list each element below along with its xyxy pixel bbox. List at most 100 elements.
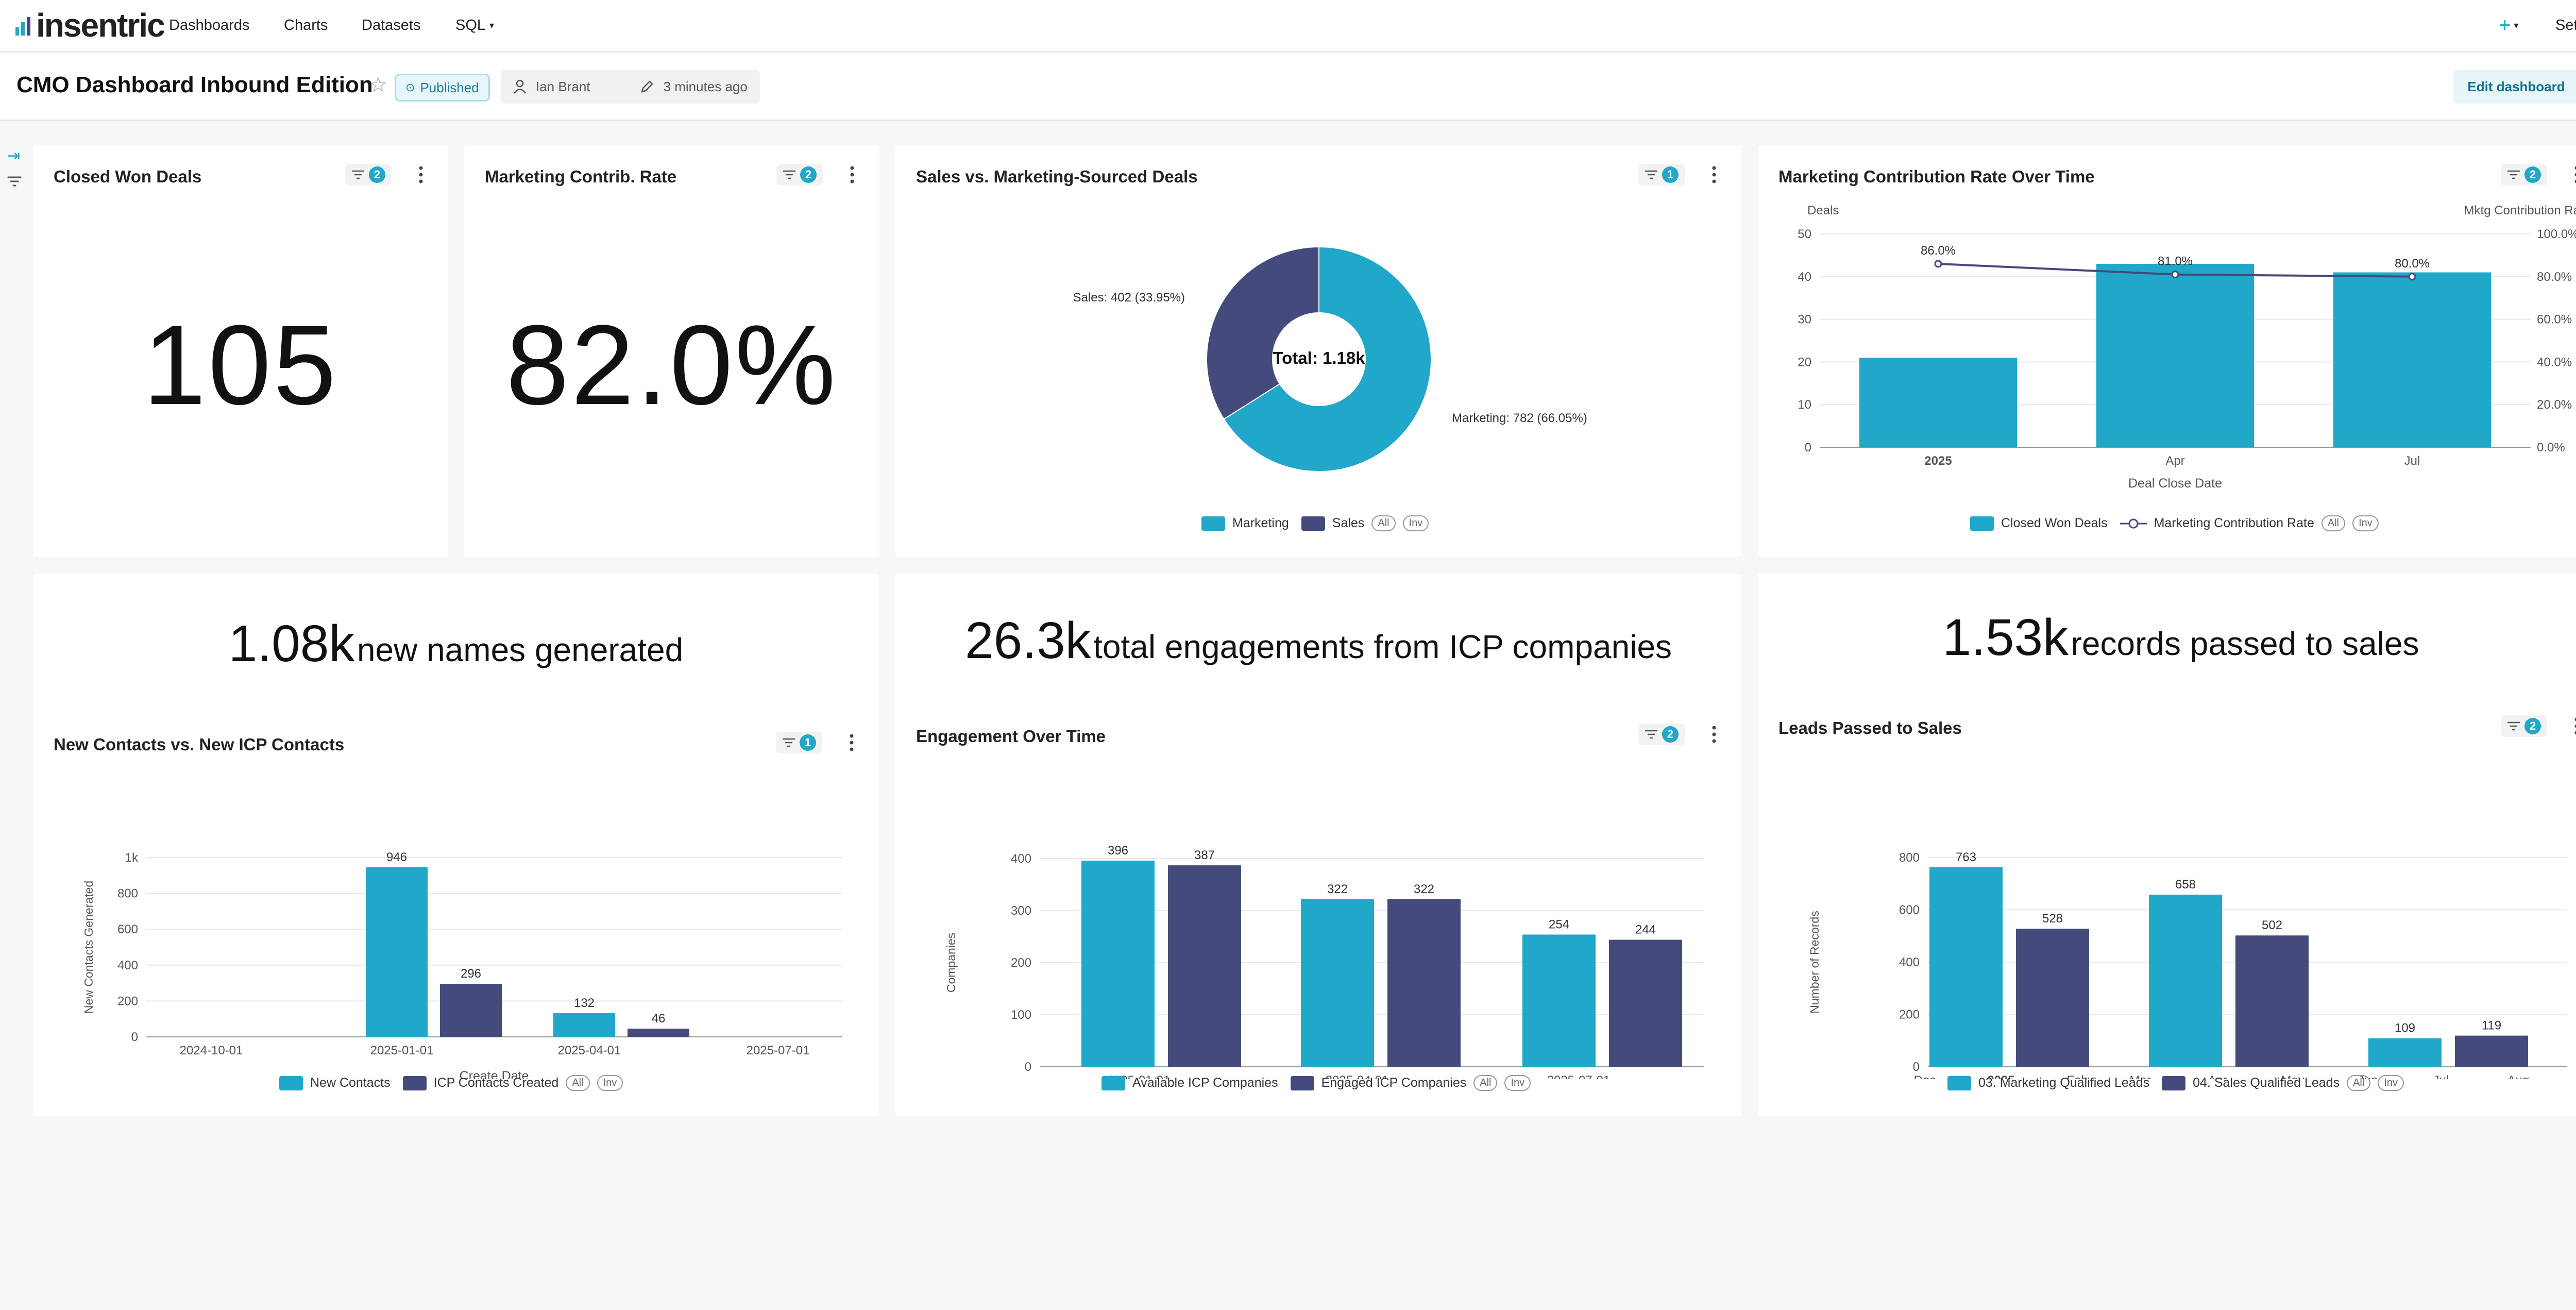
legend-all-toggle[interactable]: All	[1473, 1075, 1498, 1091]
legend-swatch	[2162, 1076, 2186, 1090]
filter-badge[interactable]: 2	[345, 164, 392, 186]
bar	[2455, 1035, 2528, 1067]
status-badge[interactable]: ⊙ Published	[395, 74, 490, 102]
legend-item[interactable]: Marketing Contribution Rate	[2154, 516, 2314, 530]
y-tick-label: 200	[1011, 956, 1031, 970]
legend-item[interactable]: 03. Marketing Qualified Leads	[1978, 1076, 2150, 1090]
owner-name: Ian Brant	[536, 78, 590, 94]
card-closed-won-deals: Closed Won Deals 2 105	[33, 145, 448, 557]
legend-all-toggle[interactable]: All	[566, 1075, 590, 1091]
card-title: Engagement Over Time	[916, 727, 1106, 746]
y-axis-label: New Contacts Generated	[82, 881, 95, 1014]
card-title: Marketing Contribution Rate Over Time	[1778, 167, 2095, 186]
nav-settings[interactable]: Settings ▾	[2555, 0, 2576, 51]
bar	[2096, 263, 2254, 447]
legend-item[interactable]: 04. Sales Qualified Leads	[2193, 1076, 2340, 1090]
legend-invert-toggle[interactable]: Inv	[597, 1075, 623, 1091]
filter-badge[interactable]: 2	[2501, 715, 2547, 737]
x-tick-label: 2025-01-01	[1107, 1073, 1171, 1079]
headline-number: 1.53k	[1942, 609, 2069, 666]
y-tick-label: 400	[1011, 852, 1031, 866]
legend-swatch	[1970, 516, 1994, 531]
bar	[1387, 899, 1461, 1067]
bar-chart: 0 200 400 600 800 1k 946 296 132 46 2024-10-01 2025…	[82, 850, 842, 1079]
status-label: Published	[420, 79, 479, 95]
legend-invert-toggle[interactable]: Inv	[1504, 1075, 1531, 1091]
filter-badge[interactable]: 1	[776, 732, 822, 753]
legend-item[interactable]: Marketing	[1232, 516, 1289, 530]
y-axis-label: Number of Records	[1808, 911, 1821, 1013]
kebab-menu-icon[interactable]	[1706, 724, 1722, 745]
x-tick-label: Jul	[2404, 454, 2420, 468]
y-tick-label: 20	[1798, 355, 1811, 369]
filter-count: 2	[1662, 726, 1679, 743]
filter-badge[interactable]: 1	[1638, 164, 1685, 186]
kebab-menu-icon[interactable]	[844, 164, 860, 186]
bar	[553, 1013, 615, 1037]
data-label: 322	[1327, 882, 1348, 896]
legend-item[interactable]: ICP Contacts Created	[433, 1076, 559, 1090]
legend-all-toggle[interactable]: All	[2347, 1075, 2371, 1091]
x-tick-label: 2025-07-01	[1547, 1073, 1611, 1079]
legend-all-toggle[interactable]: All	[1371, 515, 1396, 531]
legend-invert-toggle[interactable]: Inv	[1402, 515, 1429, 531]
legend-item[interactable]: Closed Won Deals	[2001, 516, 2108, 530]
y-tick-label: 50	[1798, 227, 1811, 241]
pencil-icon	[640, 80, 653, 93]
line-point	[2171, 271, 2179, 279]
kebab-menu-icon[interactable]	[2569, 164, 2576, 186]
filter-count: 1	[800, 734, 816, 751]
filter-badge[interactable]: 2	[2501, 164, 2547, 186]
filter-icon[interactable]	[7, 174, 22, 192]
card-title: New Contacts vs. New ICP Contacts	[54, 735, 345, 754]
legend-item[interactable]: Sales	[1332, 516, 1365, 530]
y2-axis-label: Mktg Contribution Rate	[2464, 204, 2576, 217]
legend-item[interactable]: New Contacts	[310, 1076, 391, 1090]
kebab-menu-icon[interactable]	[413, 164, 429, 186]
line-point	[1934, 260, 1942, 268]
filter-count: 2	[800, 166, 817, 183]
legend-swatch	[1301, 516, 1325, 531]
top-nav	[0, 0, 2576, 53]
nav-sql-label: SQL	[455, 17, 486, 33]
y2-tick-label: 0.0%	[2537, 441, 2565, 455]
modified-time: 3 minutes ago	[663, 78, 748, 94]
card-contribution-rate-over-time: Marketing Contribution Rate Over Time 2 …	[1758, 145, 2576, 557]
nav-dashboards[interactable]: Dashboards	[169, 17, 250, 33]
nav-datasets[interactable]: Datasets	[362, 17, 421, 33]
y-tick-label: 30	[1798, 313, 1811, 327]
add-new-button[interactable]: + ▾	[2499, 0, 2518, 51]
filter-badge[interactable]: 2	[1638, 724, 1685, 745]
filter-badge[interactable]: 2	[776, 164, 823, 186]
y2-tick-label: 20.0%	[2537, 398, 2572, 412]
y-tick-label: 0	[131, 1030, 138, 1044]
plus-icon: +	[2499, 14, 2511, 37]
nav-charts[interactable]: Charts	[284, 17, 328, 33]
data-label: 244	[1635, 923, 1656, 937]
brand-logo[interactable]: insentric	[15, 7, 165, 44]
edit-dashboard-button[interactable]: Edit dashboard	[2453, 70, 2576, 104]
x-tick-label: 2025	[1924, 454, 1952, 468]
legend-item[interactable]: Engaged ICP Companies	[1321, 1076, 1467, 1090]
y-tick-label: 400	[1899, 955, 1920, 969]
legend-invert-toggle[interactable]: Inv	[2352, 515, 2379, 531]
headline-number: 26.3k	[964, 612, 1091, 669]
x-axis-label: Deal Close Date	[2128, 476, 2222, 491]
data-label: 132	[574, 996, 595, 1010]
kebab-menu-icon[interactable]	[844, 732, 859, 753]
star-icon[interactable]: ☆	[369, 74, 387, 96]
kebab-menu-icon[interactable]	[1706, 164, 1722, 186]
card-marketing-contrib-rate: Marketing Contrib. Rate 2 82.0%	[464, 145, 879, 557]
nav-sql[interactable]: SQL ▾	[455, 0, 494, 51]
legend-invert-toggle[interactable]: Inv	[2378, 1075, 2404, 1091]
x-tick-label: Dec	[1914, 1073, 1936, 1079]
legend-item[interactable]: Available ICP Companies	[1132, 1076, 1278, 1090]
card-title: Sales vs. Marketing-Sourced Deals	[916, 167, 1198, 186]
card-new-contacts: 1.08k new names generated New Contacts v…	[33, 574, 879, 1116]
kebab-menu-icon[interactable]	[2569, 715, 2576, 737]
data-label: 80.0%	[2395, 257, 2430, 271]
data-label: 396	[1108, 844, 1128, 858]
filter-count: 2	[369, 166, 385, 183]
expand-panel-icon[interactable]: ⇥	[7, 147, 21, 164]
legend-all-toggle[interactable]: All	[2321, 515, 2346, 531]
